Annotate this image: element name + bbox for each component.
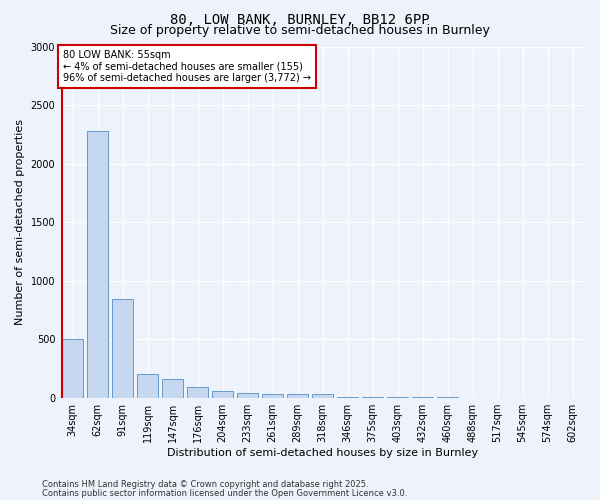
Bar (312, 394, 333, 398)
Text: Contains HM Land Registry data © Crown copyright and database right 2025.: Contains HM Land Registry data © Crown c… (42, 480, 368, 489)
Text: Size of property relative to semi-detached houses in Burnley: Size of property relative to semi-detach… (110, 24, 490, 37)
Bar (437, 397, 458, 398)
Bar (162, 379, 183, 398)
Bar (237, 393, 258, 398)
Bar (137, 374, 158, 398)
Bar (337, 397, 358, 398)
Text: Contains public sector information licensed under the Open Government Licence v3: Contains public sector information licen… (42, 488, 407, 498)
Y-axis label: Number of semi-detached properties: Number of semi-detached properties (15, 119, 25, 325)
Bar (387, 397, 408, 398)
Bar (262, 394, 283, 398)
Bar (112, 300, 133, 398)
Text: 80, LOW BANK, BURNLEY, BB12 6PP: 80, LOW BANK, BURNLEY, BB12 6PP (170, 12, 430, 26)
Bar (187, 387, 208, 398)
Bar (287, 394, 308, 398)
Bar (362, 397, 383, 398)
X-axis label: Distribution of semi-detached houses by size in Burnley: Distribution of semi-detached houses by … (167, 448, 478, 458)
Text: 80 LOW BANK: 55sqm
← 4% of semi-detached houses are smaller (155)
96% of semi-de: 80 LOW BANK: 55sqm ← 4% of semi-detached… (62, 50, 311, 83)
Bar (62, 339, 83, 398)
Bar (412, 397, 433, 398)
Bar (87, 131, 108, 398)
Bar (212, 392, 233, 398)
